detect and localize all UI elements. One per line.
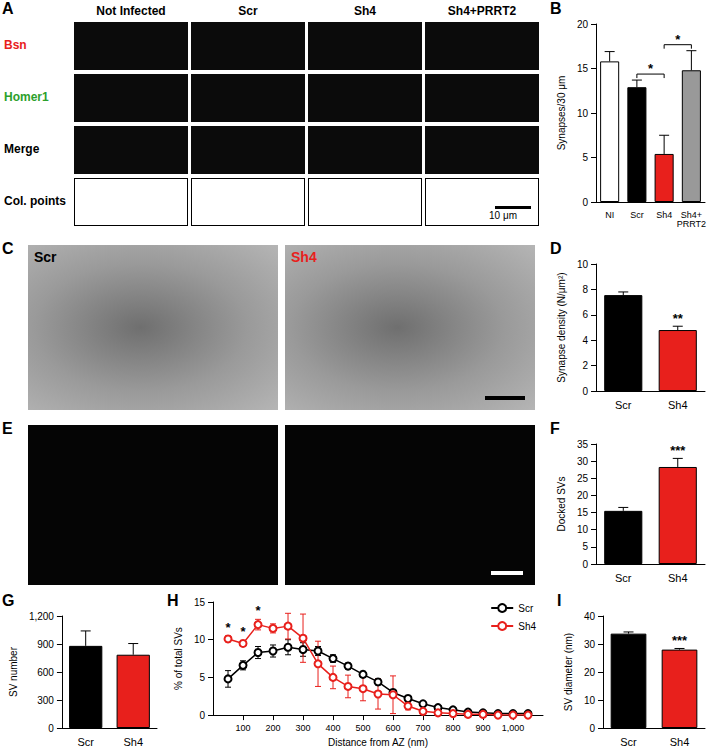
svg-text:0: 0 bbox=[199, 710, 205, 721]
svg-text:15: 15 bbox=[194, 597, 206, 608]
svg-text:900: 900 bbox=[37, 639, 54, 650]
html-text:Bsn: Bsn bbox=[4, 38, 27, 52]
svg-text:1,000: 1,000 bbox=[502, 723, 525, 733]
svg-text:5: 5 bbox=[582, 152, 588, 163]
svg-text:5: 5 bbox=[199, 672, 205, 683]
svg-text:% of total SVs: % of total SVs bbox=[173, 627, 184, 690]
svg-text:300: 300 bbox=[296, 723, 311, 733]
svg-text:*: * bbox=[675, 32, 681, 47]
svg-text:900: 900 bbox=[475, 723, 490, 733]
html-text:Sh4: Sh4 bbox=[291, 249, 317, 265]
svg-text:700: 700 bbox=[415, 723, 430, 733]
svg-text:600: 600 bbox=[385, 723, 400, 733]
svg-text:20: 20 bbox=[584, 667, 596, 678]
svg-text:4: 4 bbox=[582, 335, 588, 346]
html-text:Scr: Scr bbox=[238, 4, 258, 18]
html-text:Homer1: Homer1 bbox=[4, 90, 49, 104]
html-text:B: B bbox=[550, 0, 562, 17]
svg-text:10: 10 bbox=[584, 695, 596, 706]
svg-text:Docked SVs: Docked SVs bbox=[556, 476, 567, 531]
svg-text:0: 0 bbox=[48, 723, 54, 734]
svg-text:0: 0 bbox=[589, 723, 595, 734]
svg-text:Scr: Scr bbox=[620, 736, 637, 748]
svg-text:5: 5 bbox=[582, 541, 588, 552]
svg-text:*: * bbox=[648, 61, 654, 76]
svg-text:0: 0 bbox=[582, 386, 588, 397]
html-text:Scr: Scr bbox=[34, 249, 57, 265]
svg-text:*: * bbox=[225, 620, 231, 635]
svg-text:Sh4+: Sh4+ bbox=[680, 209, 702, 220]
svg-text:Synapse density (N/μm²): Synapse density (N/μm²) bbox=[556, 272, 567, 382]
svg-text:20: 20 bbox=[577, 490, 589, 501]
svg-text:10: 10 bbox=[577, 108, 589, 119]
svg-text:SV diameter (nm): SV diameter (nm) bbox=[563, 633, 574, 711]
html-text:I: I bbox=[557, 592, 562, 609]
svg-text:100: 100 bbox=[236, 723, 251, 733]
svg-text:15: 15 bbox=[577, 507, 589, 518]
svg-text:Sh4: Sh4 bbox=[518, 621, 536, 632]
html-text:A: A bbox=[2, 0, 14, 17]
svg-text:1,200: 1,200 bbox=[29, 611, 54, 622]
html-text:F: F bbox=[550, 420, 560, 437]
svg-text:400: 400 bbox=[325, 723, 340, 733]
svg-text:Sh4: Sh4 bbox=[656, 210, 672, 220]
svg-text:Scr: Scr bbox=[615, 572, 632, 584]
svg-text:Distance from AZ (nm): Distance from AZ (nm) bbox=[328, 737, 428, 748]
html-text:D: D bbox=[550, 240, 562, 257]
svg-text:SV number: SV number bbox=[8, 646, 19, 697]
svg-text:500: 500 bbox=[355, 723, 370, 733]
svg-text:Sh4: Sh4 bbox=[668, 399, 688, 411]
svg-text:15: 15 bbox=[577, 63, 589, 74]
svg-text:Sh4: Sh4 bbox=[668, 572, 688, 584]
svg-text:***: *** bbox=[672, 633, 688, 648]
svg-text:300: 300 bbox=[37, 695, 54, 706]
html-text:C: C bbox=[2, 240, 14, 257]
svg-text:30: 30 bbox=[584, 639, 596, 650]
html-text:Sh4: Sh4 bbox=[354, 4, 376, 18]
svg-text:*: * bbox=[255, 603, 261, 618]
html-text:10 μm: 10 μm bbox=[489, 210, 517, 221]
svg-text:PRRT2: PRRT2 bbox=[677, 219, 706, 229]
svg-text:*: * bbox=[240, 624, 246, 639]
svg-text:40: 40 bbox=[584, 611, 596, 622]
svg-text:NI: NI bbox=[605, 210, 614, 220]
html-text:Merge: Merge bbox=[4, 142, 40, 156]
svg-text:6: 6 bbox=[582, 309, 588, 320]
svg-text:Synapses/30 μm: Synapses/30 μm bbox=[556, 76, 567, 151]
svg-text:0: 0 bbox=[582, 559, 588, 570]
html-text:H: H bbox=[167, 592, 179, 609]
svg-text:Sh4: Sh4 bbox=[123, 736, 143, 748]
svg-text:200: 200 bbox=[266, 723, 281, 733]
svg-text:Scr: Scr bbox=[630, 210, 644, 220]
svg-text:10: 10 bbox=[577, 259, 589, 270]
svg-text:**: ** bbox=[673, 311, 684, 326]
svg-text:10: 10 bbox=[194, 634, 206, 645]
html-text:Not Infected: Not Infected bbox=[96, 4, 166, 18]
html-text:Sh4+PRRT2: Sh4+PRRT2 bbox=[447, 4, 517, 18]
svg-text:Sh4: Sh4 bbox=[670, 736, 690, 748]
html-text:G: G bbox=[2, 592, 15, 609]
svg-text:25: 25 bbox=[577, 473, 589, 484]
svg-text:600: 600 bbox=[37, 667, 54, 678]
svg-text:35: 35 bbox=[577, 439, 589, 450]
svg-text:8: 8 bbox=[582, 284, 588, 295]
html-text:E: E bbox=[2, 420, 13, 437]
svg-text:10: 10 bbox=[577, 524, 589, 535]
html-text:Col. points: Col. points bbox=[4, 194, 66, 208]
svg-text:***: *** bbox=[670, 443, 686, 458]
svg-text:Scr: Scr bbox=[615, 399, 632, 411]
svg-text:Scr: Scr bbox=[518, 603, 534, 614]
svg-text:30: 30 bbox=[577, 456, 589, 467]
svg-text:2: 2 bbox=[582, 360, 588, 371]
svg-text:800: 800 bbox=[445, 723, 460, 733]
svg-text:Scr: Scr bbox=[77, 736, 94, 748]
svg-text:0: 0 bbox=[582, 197, 588, 208]
svg-text:20: 20 bbox=[577, 19, 589, 30]
